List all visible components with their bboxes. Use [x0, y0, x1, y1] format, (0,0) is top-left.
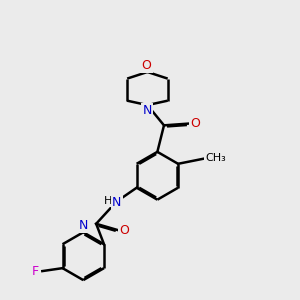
Text: O: O: [120, 224, 129, 237]
Text: O: O: [141, 59, 151, 72]
Text: N: N: [112, 196, 122, 209]
Text: F: F: [32, 265, 39, 278]
Text: H: H: [104, 196, 112, 206]
Text: CH₃: CH₃: [205, 153, 226, 163]
Text: N: N: [79, 219, 88, 232]
Text: O: O: [190, 117, 200, 130]
Text: N: N: [143, 104, 152, 118]
